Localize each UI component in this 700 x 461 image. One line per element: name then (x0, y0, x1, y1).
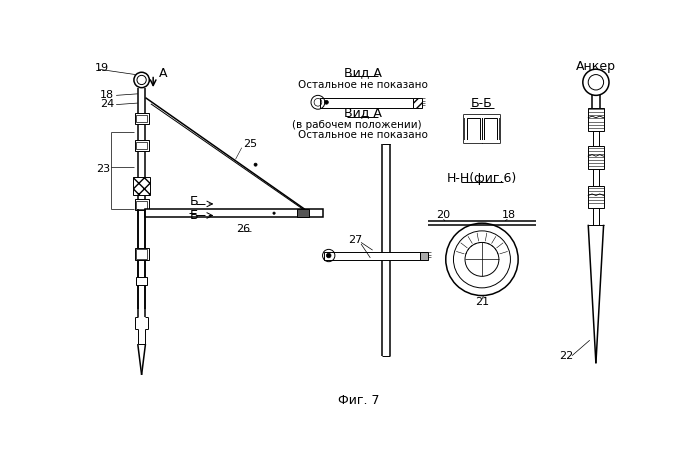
Text: 24: 24 (100, 99, 114, 109)
Bar (464, 140, 500, 143)
Bar (136, 142, 147, 149)
Text: Остальное не показано: Остальное не показано (298, 130, 428, 140)
Text: Вид А: Вид А (344, 66, 382, 79)
Bar (134, 199, 148, 210)
Circle shape (326, 253, 331, 258)
Bar (464, 115, 500, 143)
Bar (136, 201, 147, 208)
Bar (588, 186, 603, 208)
Bar (134, 248, 148, 260)
Text: 26: 26 (236, 224, 251, 234)
Bar (134, 140, 148, 151)
Text: 27: 27 (348, 235, 362, 245)
Text: 18: 18 (502, 211, 516, 220)
Bar (136, 277, 147, 285)
Text: 22: 22 (559, 351, 574, 361)
Bar (324, 252, 420, 260)
Bar (134, 113, 148, 124)
Text: Анкер: Анкер (576, 60, 616, 73)
Text: Фиг. 7: Фиг. 7 (338, 394, 379, 407)
Bar (136, 115, 147, 122)
Circle shape (273, 212, 275, 214)
Text: 21: 21 (475, 297, 489, 307)
Bar (136, 249, 147, 259)
Bar (297, 209, 309, 217)
Circle shape (254, 163, 257, 166)
Bar (146, 209, 323, 217)
Text: 23: 23 (96, 164, 110, 174)
Text: Остальное не показано: Остальное не показано (298, 80, 428, 89)
Text: 19: 19 (94, 63, 108, 73)
Text: (в рабочем положении): (в рабочем положении) (293, 120, 422, 130)
Bar (588, 146, 603, 169)
Text: 20: 20 (436, 211, 451, 220)
Text: Б-Б: Б-Б (471, 97, 493, 110)
Circle shape (325, 100, 328, 104)
Bar (320, 98, 412, 108)
Bar (588, 108, 603, 131)
Bar (412, 98, 422, 108)
Text: 18: 18 (100, 90, 114, 100)
Bar (133, 177, 150, 195)
Text: Б: Б (189, 195, 198, 208)
Text: А: А (158, 67, 167, 80)
Bar (420, 252, 428, 260)
Bar (484, 118, 497, 140)
Text: 25: 25 (243, 139, 258, 149)
Text: Н-Н(фиг.6): Н-Н(фиг.6) (447, 172, 517, 185)
Bar (466, 118, 480, 140)
Text: Вид А: Вид А (344, 106, 382, 119)
Text: Б: Б (189, 209, 198, 222)
Bar (464, 115, 500, 118)
